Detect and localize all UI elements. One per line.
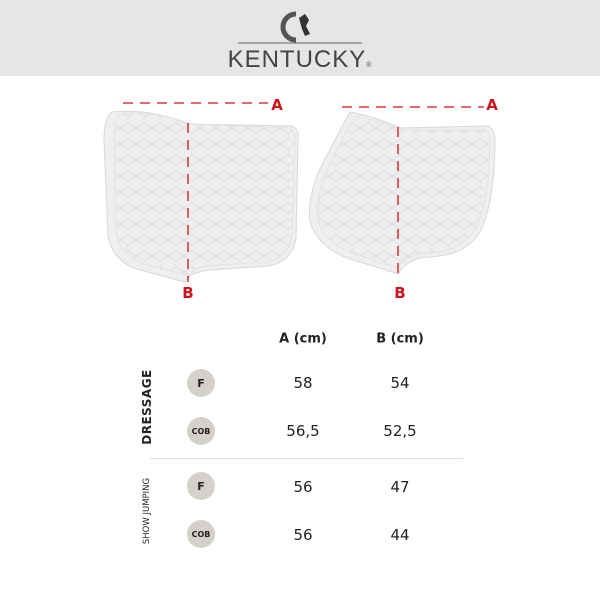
cell-a: 56,5 [286, 422, 320, 440]
cell-a: 58 [293, 374, 313, 392]
group-label-show-jumping: SHOW JUMPING [142, 477, 152, 545]
size-badge: F [187, 369, 215, 397]
dressage-label-b: B [182, 284, 194, 302]
jumping-label-a: A [486, 96, 498, 114]
cell-b: 54 [390, 374, 410, 392]
group-label-dressage: DRESSAGE [140, 369, 154, 445]
cell-b: 44 [390, 526, 410, 544]
brand-name: KENTUCKY® [227, 46, 373, 73]
cell-a: 56 [293, 478, 313, 496]
header-a: A (cm) [279, 331, 327, 347]
show-jumping-pad [308, 111, 496, 275]
kentucky-logo [238, 11, 362, 44]
group-divider [150, 458, 463, 459]
jumping-label-b: B [394, 284, 406, 302]
cell-b: 52,5 [383, 422, 417, 440]
size-badge: COB [187, 417, 215, 445]
saddle-pad-diagram [103, 102, 496, 283]
cell-b: 47 [390, 478, 410, 496]
size-badge: COB [187, 520, 215, 548]
header: KENTUCKY® [0, 0, 600, 76]
dressage-label-a: A [271, 96, 283, 114]
size-badge: F [187, 472, 215, 500]
cell-a: 56 [293, 526, 313, 544]
header-b: B (cm) [376, 331, 424, 347]
dressage-pad [103, 110, 299, 283]
